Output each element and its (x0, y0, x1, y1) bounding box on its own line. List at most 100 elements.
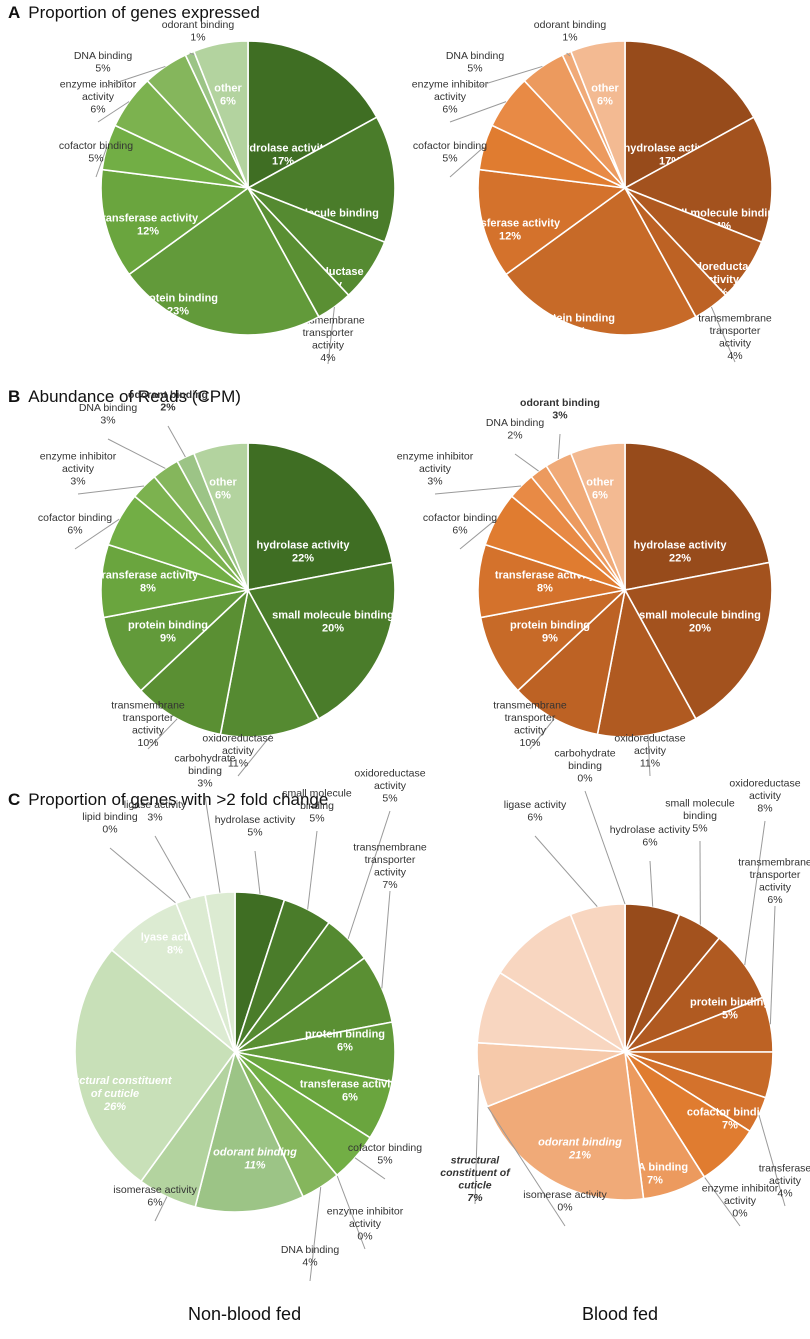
leader-line-transmembrane-transporter-activity (327, 306, 335, 365)
leader-line-odorant-binding (557, 433, 561, 460)
slice-label-enzyme-inhibitor-activity: enzyme inhibitor activity 0% (702, 1183, 779, 1220)
pie-slice-protein-binding (504, 186, 697, 336)
slice-label-protein-binding: protein binding 5% (690, 997, 770, 1022)
leader-line-dna-binding (309, 1187, 322, 1282)
pie-slice-protein-binding (102, 588, 251, 692)
slice-label-transmembrane-transporter-activity: transmembrane transporter activity 10% (111, 699, 185, 749)
slice-label-oxidoreductase-activity: oxidoreductase activity 5% (354, 768, 425, 805)
panel-b-title-text: Abundance of Reads (CPM) (28, 387, 241, 406)
slice-label-dna-binding: DNA binding 3% (79, 402, 138, 427)
pie-slice-hydrolase-activity (247, 442, 394, 591)
slice-label-protein-binding: protein binding 23% (138, 293, 218, 318)
slice-label-dna-binding: DNA binding 2% (486, 417, 545, 442)
leader-line-isomerase-activity (154, 1196, 168, 1222)
leader-line-cofactor-binding (449, 146, 485, 178)
leader-line-cofactor-binding (74, 518, 120, 550)
slice-label-carbohydrate-binding: carbohydrate binding 3% (174, 753, 235, 790)
leader-line-transmembrane-transporter-activity (529, 718, 555, 750)
leader-line-dna-binding (102, 65, 166, 88)
leader-line-lipid-binding (109, 847, 177, 904)
slice-label-small-molecule-binding: small molecule binding 20% (272, 610, 394, 635)
leader-line-oxidoreductase-activity (347, 810, 391, 940)
pie-slice-protein-binding (127, 186, 320, 336)
slice-label-other: other 6% (591, 83, 619, 108)
slice-label-transferase-activity: transferase activity 12% (460, 218, 561, 243)
slice-label-protein-binding: protein binding 23% (535, 313, 615, 338)
slice-label-cofactor-binding: cofactor binding 6% (423, 512, 497, 537)
pie-slice-hydrolase-activity (624, 442, 771, 591)
slice-label-transferase-activity: transferase activity 4% (759, 1163, 810, 1200)
slice-label-protein-binding: protein binding 6% (305, 1029, 385, 1054)
leader-line-enzyme-inhibitor-activity (77, 485, 145, 495)
leader-line-dna-binding (514, 453, 539, 472)
leader-line-oxidoreductase-activity (744, 820, 766, 966)
slice-label-small-molecule-binding: small molecule binding 20% (639, 610, 761, 635)
slice-label-hydrolase-activity: hydrolase activity 22% (257, 540, 351, 565)
leader-line-oxidoreductase-activity (647, 735, 651, 777)
pie-slice-transmembrane-transporter-activity (516, 587, 627, 736)
column-label-non-blood-fed: Non-blood fed (188, 1304, 302, 1324)
slice-label-protein-binding: protein binding 9% (128, 620, 208, 645)
slice-label-cofactor-binding: cofactor binding 5% (413, 140, 487, 165)
pie-slice-transferase-activity (100, 168, 251, 276)
leader-line-odorant-binding (566, 52, 571, 57)
pie-slice-structural-constituent-of-cuticle (74, 948, 237, 1183)
leader-line-oxidoreductase-activity (237, 734, 272, 777)
leader-line-enzyme-inhibitor-activity (97, 101, 130, 123)
slice-label-enzyme-inhibitor-activity: enzyme inhibitor activity 6% (60, 79, 137, 116)
slice-label-odorant-binding: odorant binding 3% (520, 397, 600, 422)
slice-label-odorant-binding: odorant binding 11% (213, 1147, 297, 1172)
slice-label-cofactor-binding: cofactor binding 5% (348, 1142, 422, 1167)
leader-line-hydrolase-activity (649, 860, 654, 907)
slice-label-enzyme-inhibitor-activity: enzyme inhibitor activity 0% (327, 1206, 404, 1243)
leader-line-small-molecule-binding (307, 830, 318, 910)
slice-label-transferase-activity: transferase activity 8% (98, 570, 199, 595)
slice-label-small-molecule-binding: small molecule binding 5% (282, 788, 352, 825)
pie-slice-oxidoreductase-activity (596, 587, 697, 738)
pie-slice-odorant-binding (194, 1049, 305, 1213)
pie-slice-small-molecule-binding (246, 561, 396, 720)
leader-line-isomerase-activity (486, 1106, 566, 1227)
slice-label-hydrolase-activity: hydrolase activity 6% (610, 824, 691, 849)
slice-label-transferase-activity: transferase activity 6% (300, 1079, 401, 1104)
slice-label-carbohydrate-binding: carbohydrate binding 0% (554, 748, 615, 785)
pie-slice-other (192, 442, 249, 591)
leader-line-transmembrane-transporter-activity (381, 890, 391, 989)
leader-line-enzyme-inhibitor-activity (336, 1175, 366, 1250)
leader-line-transmembrane-transporter-activity (710, 306, 736, 363)
slice-label-oxidoreductase-activity: oxidoreductase activity 11% (614, 733, 685, 770)
panel-b-title: B Abundance of Reads (CPM) (8, 387, 241, 407)
slice-label-small-molecule-binding: small molecule binding 5% (665, 798, 735, 835)
slice-label-dna-binding: DNA binding 5% (74, 50, 133, 75)
pie-slice-odorant-binding (486, 1050, 645, 1201)
slice-label-hydrolase-activity: hydrolase activity 5% (215, 814, 296, 839)
slice-label-hydrolase-activity: hydrolase activity 22% (634, 540, 728, 565)
slice-label-lipid-binding: lipid binding 10% (532, 877, 597, 902)
slice-label-ligase-activity: ligase activity 6% (504, 799, 567, 824)
slice-label-transmembrane-transporter-activity: transmembrane transporter activity 7% (353, 841, 427, 891)
slice-label-cofactor-binding: cofactor binding 5% (59, 140, 133, 165)
leader-line-odorant-binding (167, 425, 186, 458)
slice-label-odorant-binding: odorant binding 1% (534, 19, 607, 44)
panel-b-letter: B (8, 387, 21, 406)
panel-c-title-text: Proportion of genes with >2 fold change (28, 790, 329, 809)
slice-label-odorant-binding: odorant binding 2% (128, 389, 208, 414)
slice-label-cofactor-binding: cofactor binding 7% (687, 1107, 773, 1132)
pie-slice-other (569, 40, 626, 189)
slice-label-transmembrane-transporter-activity: transmembrane transporter activity 10% (493, 699, 567, 749)
leader-line-carbohydrate-binding (204, 795, 221, 893)
slice-label-protein-binding: protein binding 9% (510, 620, 590, 645)
slice-label-transmembrane-transporter-activity: transmembrane transporter activity 4% (698, 312, 772, 362)
leader-line-hydrolase-activity (254, 850, 261, 895)
slice-label-odorant-binding: odorant binding 21% (538, 1137, 622, 1162)
pie-slice-other (569, 442, 626, 591)
leader-line-enzyme-inhibitor-activity (703, 1176, 741, 1227)
leader-line-dna-binding (474, 65, 543, 88)
pie-slice-hydrolase-activity (624, 40, 755, 190)
